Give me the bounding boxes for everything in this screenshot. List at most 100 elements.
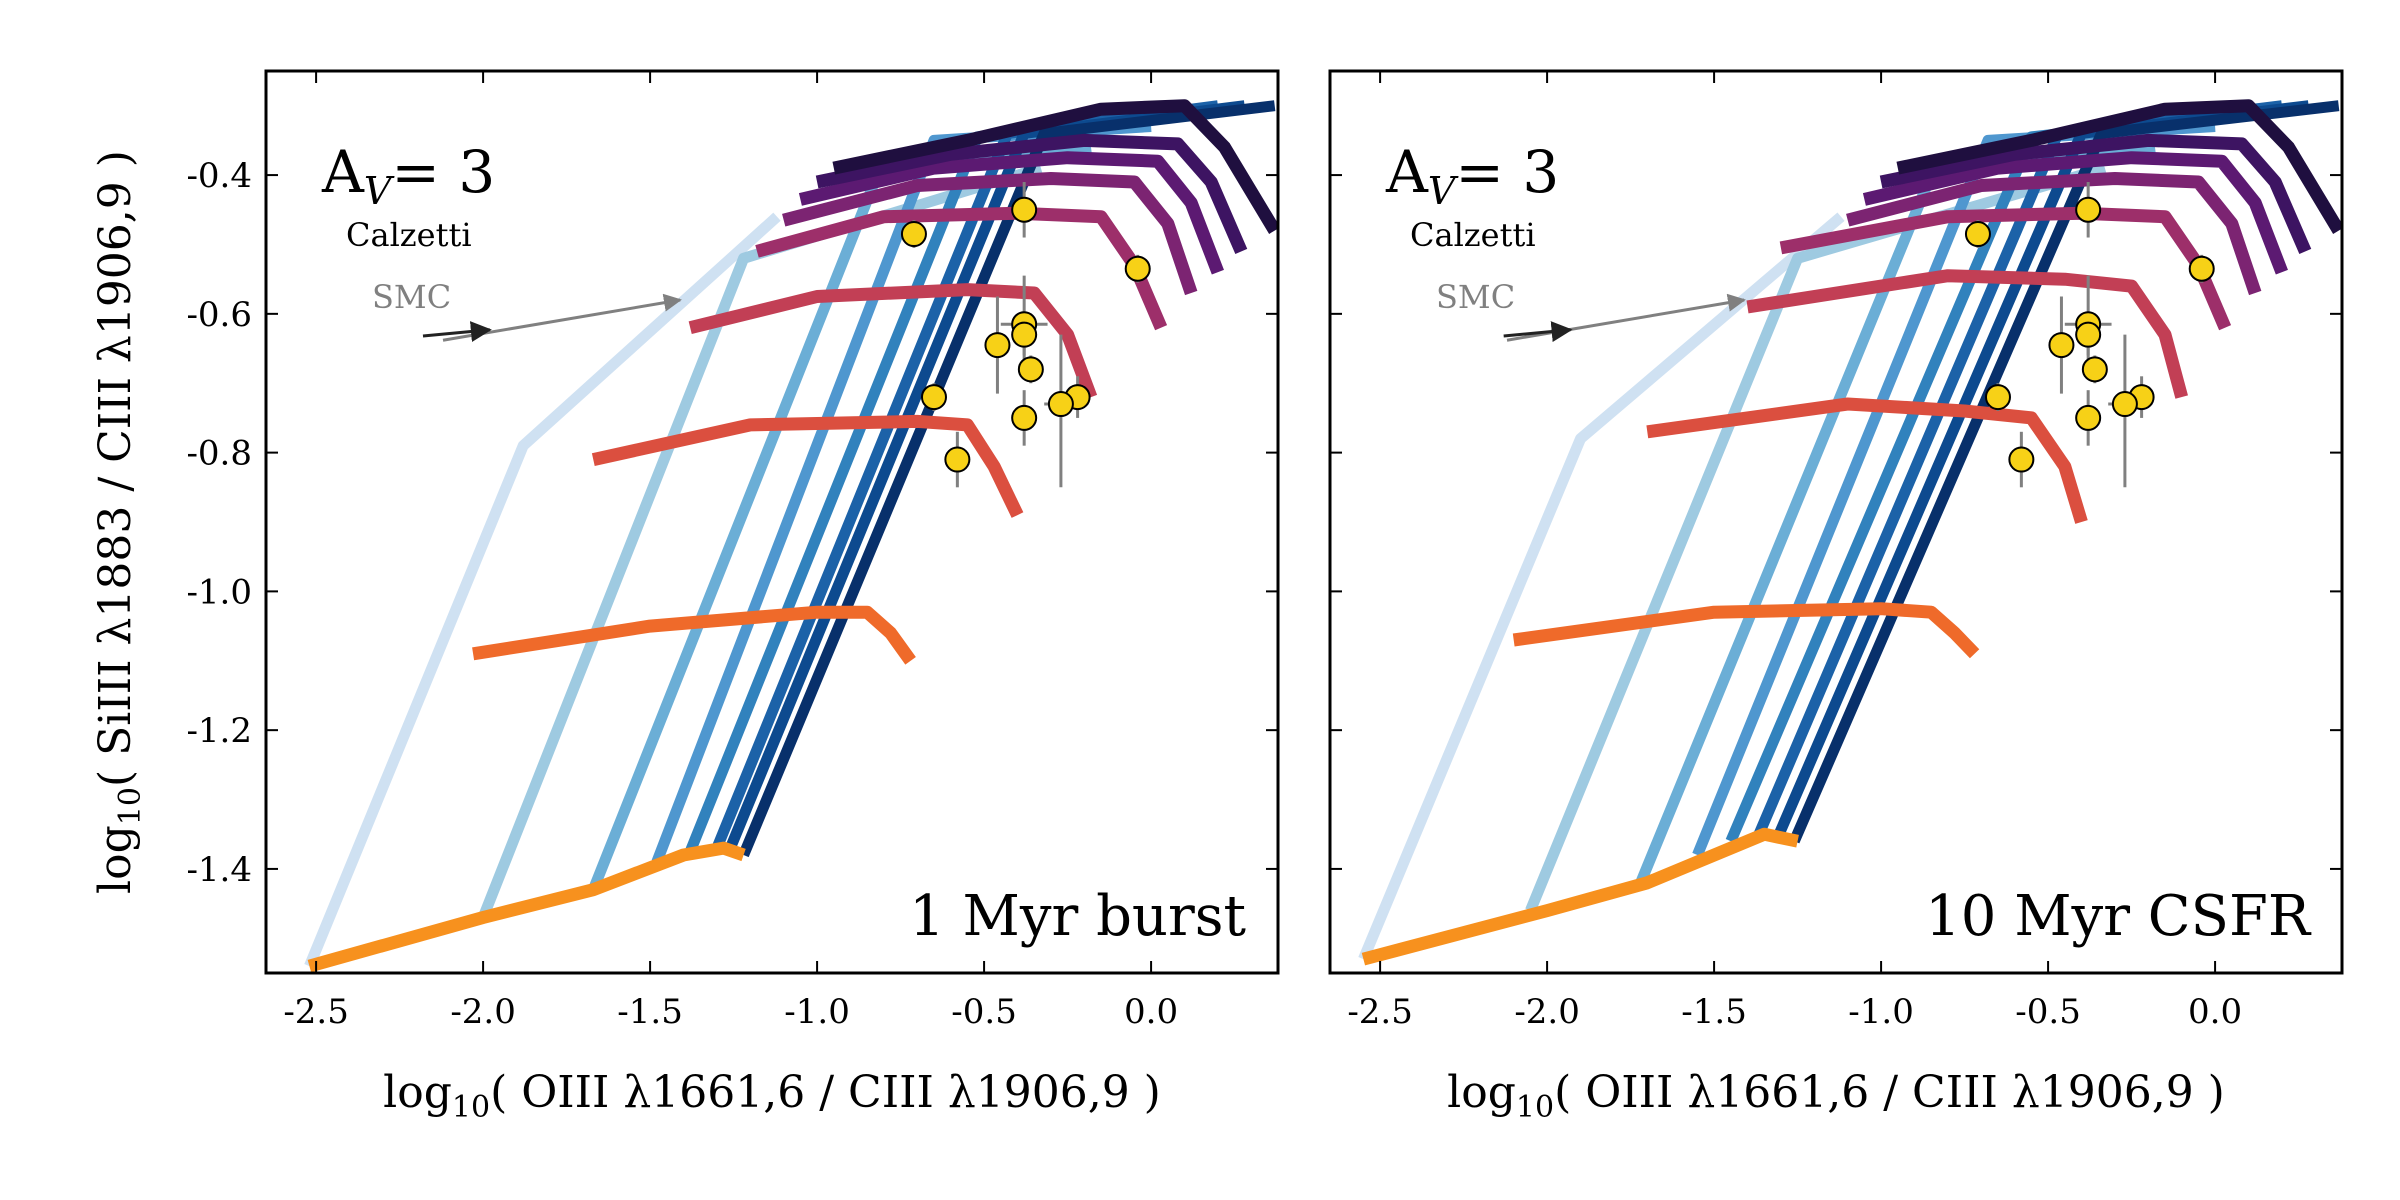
x-axis-label-prefix: log — [1447, 1067, 1516, 1118]
y-ticks — [1330, 174, 2342, 870]
ionization-line-6 — [1846, 172, 2262, 296]
x-tick-label: -2.0 — [450, 992, 516, 1032]
ionization-line-3 — [591, 414, 1024, 518]
calzetti-label: Calzetti — [346, 216, 472, 254]
reddening-vectors — [422, 293, 682, 343]
calzetti-label: Calzetti — [1410, 216, 1536, 254]
av-label-base: A — [321, 138, 365, 206]
x-tick-label: -2.0 — [1514, 992, 1580, 1032]
y-tick-label: -0.8 — [186, 434, 252, 474]
x-tick-label: -0.5 — [951, 992, 1017, 1032]
ionization-line-2 — [1512, 602, 1980, 659]
observation-point-3 — [2188, 255, 2215, 282]
x-axis-label-rest: ( OIII λ1661,6 / CIII λ1906,9 ) — [490, 1067, 1161, 1118]
ionization-line-3 — [1646, 397, 2088, 524]
x-ticks: -2.5 -2.0 -1.5 -1.0 -0.5 0.0 — [283, 71, 1178, 1032]
x-axis-label-sub: 10 — [1516, 1090, 1554, 1125]
x-axis-label-prefix: log — [383, 1067, 452, 1118]
observation-point-7 — [2081, 356, 2108, 383]
y-axis-label-rest: ( SiIII λ1883 / CIII λ1906,9 ) — [90, 150, 141, 787]
smc-label: SMC — [372, 278, 451, 316]
ionization-line-1 — [1361, 827, 1799, 966]
x-tick-label: -0.5 — [2015, 992, 2081, 1032]
x-axis-label-sub: 10 — [452, 1090, 490, 1125]
observation-points — [1964, 196, 2215, 473]
x-tick-label: -2.5 — [1347, 992, 1413, 1032]
x-tick-label: -1.0 — [1848, 992, 1914, 1032]
observation-point-9 — [1011, 404, 1038, 431]
observation-point-6 — [984, 332, 1011, 359]
x-axis-label-rest: ( OIII λ1661,6 / CIII λ1906,9 ) — [1554, 1067, 2225, 1118]
y-ticks: -1.4 -1.2 -1.0 -0.8 -0.6 -0.4 — [186, 156, 1278, 890]
observation-point-6 — [2048, 332, 2075, 359]
y-axis-label-sub: 10 — [113, 787, 148, 825]
observation-point-7 — [1017, 356, 1044, 383]
ionization-line-7 — [798, 151, 1224, 275]
panel-10myr-csfr: -2.5 -2.0 -1.5 -1.0 -0.5 0.0 AV= 3 Calzetti S… — [1328, 69, 2344, 1125]
observation-point-9 — [2075, 404, 2102, 431]
y-tick-label: -1.2 — [186, 711, 252, 751]
metallicity-line-2 — [477, 162, 1043, 920]
panel-1myr-burst: -2.5 -2.0 -1.5 -1.0 -0.5 0.0 -1.4 -1.2 -1.0 -0.8… — [186, 69, 1280, 1125]
ionization-line-8 — [815, 133, 1248, 254]
ionization-line-9 — [832, 99, 1278, 234]
calzetti-vector-arrow — [1503, 321, 1573, 343]
x-axis-label: log10( OIII λ1661,6 / CIII λ1906,9 ) — [383, 1067, 1161, 1125]
observation-point-2 — [2075, 196, 2102, 223]
av-label-value: = 3 — [1455, 138, 1559, 206]
ionization-line-7 — [1862, 151, 2288, 275]
av-label-sub: V — [1428, 169, 1459, 213]
y-tick-label: -0.6 — [186, 295, 252, 335]
observation-point-3 — [1124, 255, 1151, 282]
smc-label: SMC — [1436, 278, 1515, 316]
observation-point-8 — [920, 384, 947, 411]
y-axis-label: log10( SiIII λ1883 / CIII λ1906,9 ) — [90, 150, 148, 894]
observation-point-8 — [1984, 384, 2011, 411]
ionization-line-9 — [1896, 99, 2342, 234]
observation-point-11 — [1047, 391, 1074, 418]
observation-point-1 — [900, 221, 927, 248]
y-tick-label: -1.4 — [186, 850, 252, 890]
x-tick-label: -1.5 — [1681, 992, 1747, 1032]
y-tick-label: -1.0 — [186, 572, 252, 612]
ionization-line-2 — [472, 605, 916, 665]
panel-label: 10 Myr CSFR — [1925, 884, 2312, 949]
x-axis-label: log10( OIII λ1661,6 / CIII λ1906,9 ) — [1447, 1067, 2225, 1125]
axes-frame — [1328, 69, 2344, 975]
observation-point-2 — [1011, 196, 1038, 223]
metallicity-line-3 — [588, 141, 1092, 892]
plot-area — [304, 99, 1278, 973]
ionization-line-4 — [688, 283, 1098, 400]
x-tick-label: -1.5 — [617, 992, 683, 1032]
observation-point-12 — [944, 446, 971, 473]
reddening-vectors — [1503, 293, 1746, 343]
panel-label: 1 Myr burst — [909, 884, 1246, 949]
observation-points — [900, 196, 1151, 473]
ionization-line-4 — [1746, 269, 2188, 399]
x-tick-label: 0.0 — [2188, 992, 2242, 1032]
ionization-line-8 — [1879, 133, 2312, 254]
x-tick-label: -1.0 — [784, 992, 850, 1032]
av-label-base: A — [1385, 138, 1429, 206]
observation-point-5 — [1011, 321, 1038, 348]
calzetti-vector-arrow — [422, 321, 492, 343]
x-tick-label: -2.5 — [283, 992, 349, 1032]
y-axis-label-prefix: log — [90, 825, 141, 894]
x-tick-label: 0.0 — [1124, 992, 1178, 1032]
ionization-line-1 — [307, 841, 746, 973]
av-label: AV= 3 — [321, 138, 495, 213]
x-ticks: -2.5 -2.0 -1.5 -1.0 -0.5 0.0 — [1347, 71, 2242, 1032]
plot-area — [1358, 99, 2342, 966]
metallicity-line-1 — [1358, 212, 1845, 962]
axes-frame — [264, 69, 1280, 975]
ionization-line-6 — [782, 172, 1198, 296]
y-tick-label: -0.4 — [186, 156, 252, 196]
metallicity-line-1 — [304, 212, 781, 969]
av-label-sub: V — [364, 169, 395, 213]
observation-point-12 — [2008, 446, 2035, 473]
observation-point-5 — [2075, 321, 2102, 348]
observation-point-11 — [2111, 391, 2138, 418]
av-label-value: = 3 — [391, 138, 495, 206]
av-label: AV= 3 — [1385, 138, 1559, 213]
